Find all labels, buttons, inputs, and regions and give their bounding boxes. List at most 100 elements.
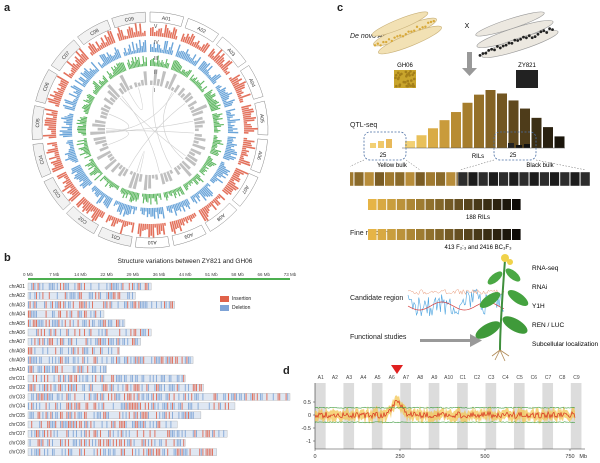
deletion-swatch (220, 305, 229, 311)
sv-row-label: chrC08 (9, 440, 25, 446)
sv-row-label: chrC02 (9, 385, 25, 391)
sv-row-label: chrC05 (9, 413, 25, 419)
sv-row-label: chrC09 (9, 450, 25, 456)
qtl-peak-marker (391, 365, 403, 374)
ring-label-2: IV (154, 40, 159, 46)
chrom-label-A06: A06 (255, 150, 263, 160)
chrom-label-A09: A09 (183, 231, 194, 240)
chrom-tick-C3: C3 (488, 375, 495, 381)
sv-title: Structure variations between ZY821 and G… (117, 258, 253, 265)
chrom-label-C04: C04 (38, 154, 46, 165)
chrom-label-C07: C07 (61, 50, 72, 61)
chrom-label-A07: A07 (240, 184, 250, 195)
chrom-label-A10: A10 (148, 239, 157, 245)
x-tick: 0 (313, 454, 316, 460)
workflow-diagram: X GH06 ZY821 RILs 25 25 Yellow bulk Blac… (350, 11, 599, 362)
sv-row-label: chrA06 (9, 330, 25, 336)
sv-row-label: chrA01 (9, 284, 25, 290)
chrom-label-C01: C01 (110, 232, 121, 241)
sv-row-label: chrA02 (9, 293, 25, 299)
parent-zy821: ZY821 (518, 63, 536, 69)
sv-row-label: chrA10 (9, 367, 25, 373)
sv-axis-tick: 58 Mb (231, 272, 244, 277)
rils-label: RILs (472, 154, 484, 160)
sv-row-label: chrA03 (9, 302, 25, 308)
sv-axis-tick: 66 Mb (258, 272, 271, 277)
chrom-tick-C5: C5 (516, 375, 523, 381)
black-pod-group (475, 11, 559, 58)
sv-axis-tick: 0 Mb (23, 272, 34, 277)
chrom-label-C08: C08 (89, 28, 100, 38)
chrom-label-A04: A04 (247, 78, 256, 89)
study-renluc: REN / LUC (532, 322, 564, 329)
ring-label-5: I (154, 88, 155, 94)
step-qtlseq: QTL-seq (350, 122, 378, 129)
chrom-tick-A3: A3 (346, 375, 352, 381)
study-y1h: Y1H (532, 303, 545, 310)
population-1-label: 188 RILs (466, 215, 490, 221)
deletion-label: Deletion (232, 305, 251, 311)
yellow-pod-group (371, 11, 442, 55)
chrom-tick-A9: A9 (431, 375, 437, 381)
panel-c-label: c (337, 2, 344, 14)
chrom-tick-A8: A8 (417, 375, 423, 381)
chrom-tick-A10: A10 (444, 375, 453, 381)
sv-row-label: chrC06 (9, 422, 25, 428)
chrom-tick-C4: C4 (502, 375, 509, 381)
sv-row-label: chrA07 (9, 339, 25, 345)
chrom-label-C03: C03 (52, 187, 62, 198)
study-subcellular: Subcellular localization (532, 341, 599, 348)
sv-chart: 0 Mb 7 Mb 14 Mb 22 Mb 29 Mb 36 Mb 44 Mb 51 Mb 58… (9, 272, 297, 456)
chrom-label-C09: C09 (124, 16, 134, 24)
sv-axis-tick: 44 Mb (179, 272, 192, 277)
circos-plot: A01 A02 A03 A04 A05 A06 A07 A08 A09 A10 C01 C02 C03 C… (31, 11, 269, 249)
panel-d-label: d (283, 365, 290, 377)
chrom-tick-A6: A6 (389, 375, 395, 381)
black-bulk-label: Black bulk (526, 163, 554, 169)
sv-axis-tick: 7 Mb (49, 272, 60, 277)
sv-legend: Insertion Deletion (220, 296, 251, 311)
study-rnaseq: RNA-seq (532, 265, 559, 272)
chrom-label-A05: A05 (258, 114, 265, 124)
cross-symbol: X (465, 23, 470, 30)
step-functional: Functional studies (350, 334, 407, 341)
bulk-count-yellow: 25 (380, 153, 387, 159)
legend-insertion: Insertion (220, 296, 251, 302)
population-2-label: 413 F₂:₃ and 2416 BC₃F₃ (444, 245, 512, 251)
chrom-label-A03: A03 (226, 47, 237, 58)
sv-row-label: chrC03 (9, 394, 25, 400)
chrom-label-A02: A02 (196, 26, 207, 36)
chrom-tick-A7: A7 (403, 375, 409, 381)
chrom-tick-C6: C6 (531, 375, 538, 381)
chrom-tick-C2: C2 (474, 375, 481, 381)
sv-axis-tick: 36 Mb (153, 272, 166, 277)
ring-label-3: III (154, 56, 158, 62)
chrom-tick-A1: A1 (318, 375, 324, 381)
sv-axis-tick: 29 Mb (127, 272, 140, 277)
sv-row-label: chrC01 (9, 376, 25, 382)
x-tick: 750 (565, 454, 574, 460)
sv-row-label: chrC04 (9, 404, 25, 410)
sv-row-label: chrC07 (9, 431, 25, 437)
sv-row-label: chrA08 (9, 348, 25, 354)
sv-axis-tick: 14 Mb (74, 272, 87, 277)
insertion-label: Insertion (232, 296, 252, 302)
sv-axis-tick: 73 Mb (284, 272, 297, 277)
step-assembly: De novo Assembly (350, 33, 409, 40)
ring-label-4: II (154, 70, 157, 76)
qtl-genome-plot: A1 A2 A3 A4 A5 A6 A7 A8 A9 A10 C1 C2 C3 C4 C5 C6 C7 C8 C9 0… (302, 365, 587, 460)
sv-axis-tick: 51 Mb (205, 272, 218, 277)
chrom-label-A08: A08 (215, 212, 226, 222)
y-tick: -0.5 (302, 426, 311, 432)
sv-row-label: chrA05 (9, 321, 25, 327)
y-tick: 0 (308, 413, 311, 419)
sv-row-label: chrA09 (9, 358, 25, 364)
chrom-tick-C1: C1 (460, 375, 467, 381)
chrom-label-C02: C02 (77, 214, 88, 224)
chrom-label-C06: C06 (42, 81, 51, 92)
panel-b-label: b (4, 252, 11, 264)
plant-illustration (475, 254, 529, 362)
chrom-label-C05: C05 (35, 118, 42, 128)
chrom-label-A01: A01 (161, 16, 171, 23)
chrom-tick-A5: A5 (374, 375, 380, 381)
